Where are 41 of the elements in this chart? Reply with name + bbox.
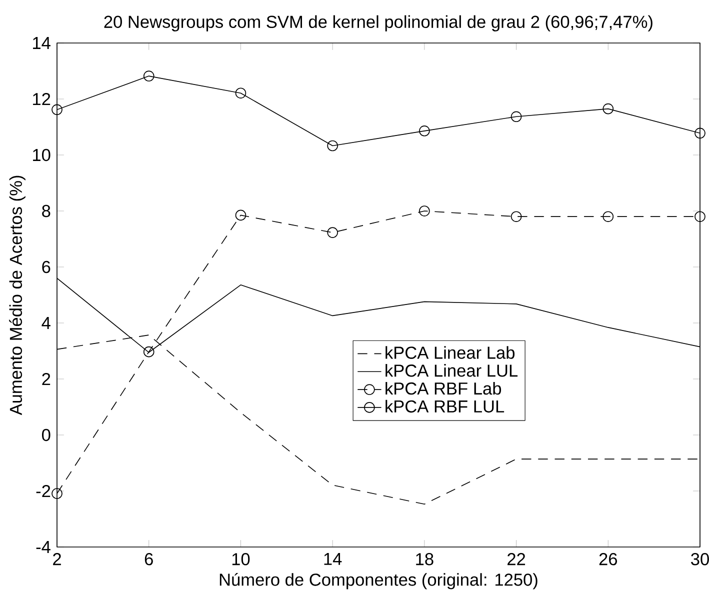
point [235,88,246,99]
legend-label: kPCA RBF LUL [386,400,504,413]
x-tick-label: 30 [691,553,709,566]
point [602,211,614,222]
x-tick-label: 18 [416,553,434,566]
point [510,111,522,122]
x-axis-title: Número de Componentes (original: 1250) [220,572,538,590]
point [694,128,706,139]
point [419,126,430,136]
point [602,103,614,114]
y-tick-label: -2 [36,484,50,498]
x-tick-label: 22 [508,553,526,566]
point [143,346,154,358]
y-tick-label: -4 [36,541,50,553]
y-tick-label: 12 [33,92,50,106]
x-tick-label: 2 [53,553,61,566]
chart-title: 20 Newsgroups com SVM de kernel polinomial de grau 2 (60,96;7,47%) [104,15,652,32]
y-axis-title: Aumento Médio de Acertos (%) [9,176,26,416]
y-tick-label: 10 [33,148,50,162]
point [327,140,338,152]
y-tick-label: 2 [42,372,50,386]
point [694,211,706,222]
legend-label: kPCA Linear Lab [386,346,515,359]
y-tick-label: 8 [42,204,50,218]
x-tick-label: 10 [232,553,250,566]
legend-label: kPCA Linear LUL [386,364,518,377]
x-tick-label: 26 [599,553,617,566]
point [52,104,62,116]
point [235,210,246,221]
point [419,206,430,216]
y-tick-label: 4 [42,317,50,329]
y-tick-label: 14 [33,37,50,49]
point [510,211,522,222]
y-tick-label: 6 [42,260,50,274]
y-tick-label: 0 [42,428,50,442]
x-tick-label: 6 [144,553,153,566]
point [52,488,62,499]
legend-label: kPCA RBF Lab [386,382,502,395]
point [143,70,154,82]
x-tick-label: 14 [324,553,342,565]
point [327,227,338,238]
